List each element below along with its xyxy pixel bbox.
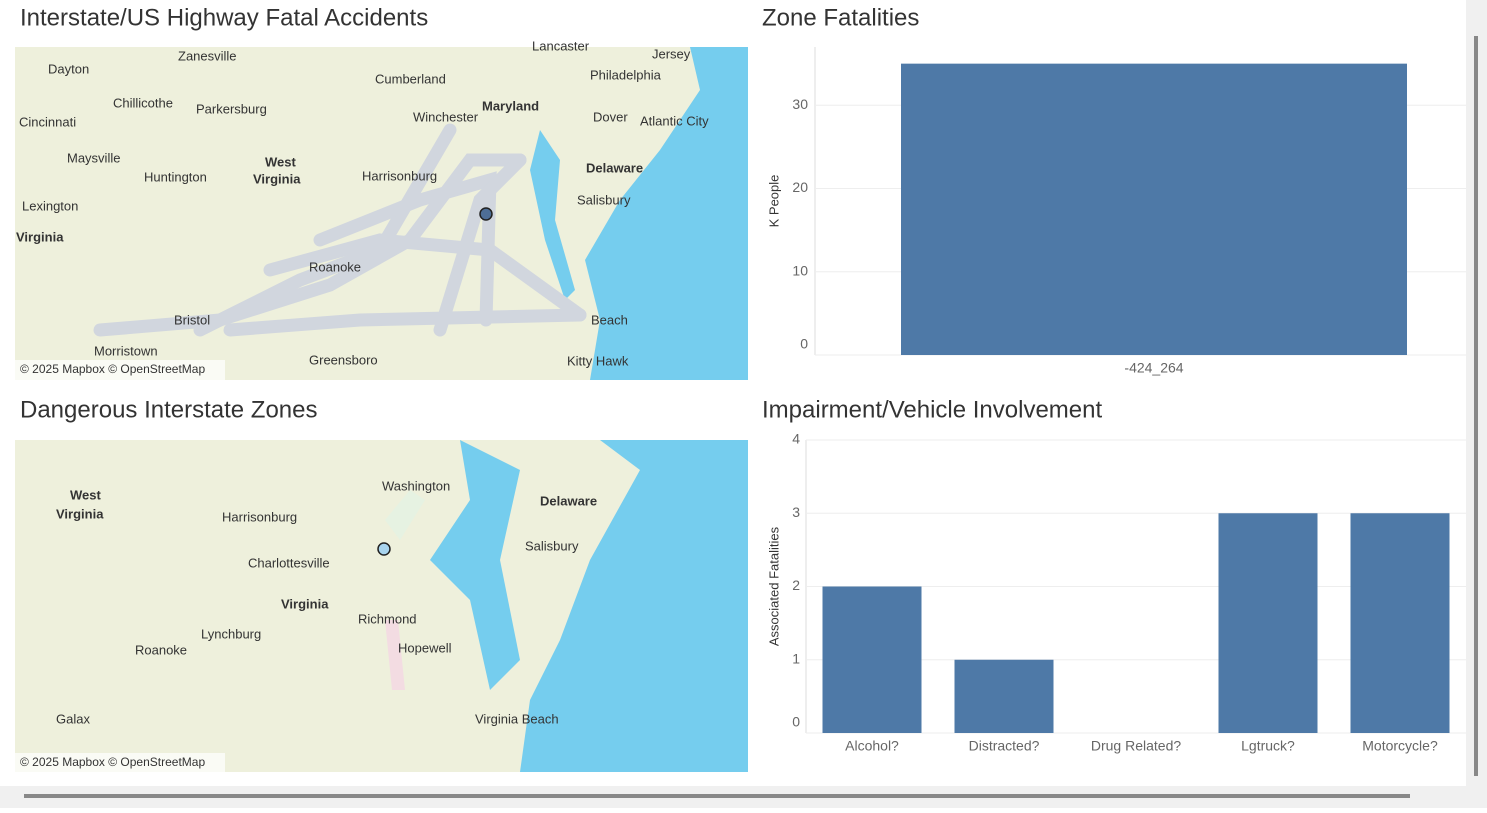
chart-title: Zone Fatalities	[762, 4, 919, 31]
place-label: Virginia	[56, 506, 104, 521]
attribution-bg	[15, 753, 225, 773]
ocean	[585, 47, 748, 380]
x-tick-label: Motorcycle?	[1362, 738, 1438, 754]
attribution: © 2025 Mapbox © OpenStreetMap	[20, 362, 205, 376]
bar	[822, 586, 922, 733]
place-label: Lexington	[22, 198, 78, 213]
place-label: Richmond	[358, 611, 417, 626]
bar	[954, 659, 1054, 733]
place-label: Washington	[382, 478, 450, 493]
ocean	[520, 440, 748, 772]
routes	[93, 123, 587, 337]
place-label: Virginia	[253, 171, 301, 186]
x-tick-label: Alcohol?	[845, 738, 899, 754]
place-label: Lancaster	[532, 38, 590, 53]
place-label: Delaware	[540, 493, 597, 508]
y-tick-label: 2	[792, 577, 800, 593]
place-label: Maysville	[67, 150, 120, 165]
place-label: Lynchburg	[201, 626, 261, 641]
y-tick-label: 3	[792, 504, 800, 520]
map-title: Interstate/US Highway Fatal Accidents	[20, 4, 428, 31]
map[interactable]	[15, 47, 748, 380]
attribution: © 2025 Mapbox © OpenStreetMap	[20, 755, 205, 769]
y-tick-label: 4	[792, 431, 800, 447]
x-tick-label: Distracted?	[969, 738, 1040, 754]
place-label: Zanesville	[178, 48, 237, 63]
place-label: Maryland	[482, 98, 539, 113]
place-label: Philadelphia	[590, 67, 662, 82]
y-tick-label: 10	[792, 262, 808, 278]
map[interactable]	[15, 440, 748, 772]
place-label: Galax	[56, 711, 90, 726]
place-label: Dover	[593, 109, 628, 124]
y-axis-label: Associated Fatalities	[766, 526, 781, 646]
place-label: Delaware	[586, 160, 643, 175]
place-label: Cumberland	[375, 71, 446, 86]
zone	[385, 490, 425, 540]
zone-marker[interactable]	[479, 207, 493, 221]
place-label: Parkersburg	[196, 101, 267, 116]
place-label: Morristown	[94, 343, 158, 358]
place-label: Huntington	[144, 169, 207, 184]
place-label: Harrisonburg	[362, 168, 437, 183]
place-label: Salisbury	[577, 192, 631, 207]
bar	[901, 63, 1407, 355]
place-label: Roanoke	[309, 259, 361, 274]
y-tick-label: 0	[792, 714, 800, 730]
y-tick-label: 30	[792, 96, 808, 112]
bay	[430, 440, 520, 690]
place-label: Atlantic City	[640, 113, 709, 128]
scroll-thumb[interactable]	[24, 794, 1410, 798]
place-label: Charlottesville	[248, 555, 330, 570]
scroll-thumb[interactable]	[1474, 36, 1478, 776]
place-label: Jersey	[652, 46, 691, 61]
x-tick-label: Drug Related?	[1091, 738, 1181, 754]
y-axis-label: K People	[766, 175, 781, 228]
y-tick-label: 20	[792, 179, 808, 195]
place-label: Kitty Hawk	[567, 353, 629, 368]
x-tick-label: -424_264	[1124, 360, 1183, 376]
place-label: Harrisonburg	[222, 509, 297, 524]
y-tick-label: 1	[792, 650, 800, 666]
place-label: West	[70, 487, 101, 502]
chart-title: Impairment/Vehicle Involvement	[762, 396, 1102, 423]
place-label: Salisbury	[525, 538, 579, 553]
bay	[530, 130, 575, 300]
bar	[1218, 513, 1318, 733]
place-label: Cincinnati	[19, 114, 76, 129]
zone-marker[interactable]	[377, 542, 391, 556]
place-label: Dayton	[48, 61, 89, 76]
place-label: Roanoke	[135, 642, 187, 657]
bar	[1350, 513, 1450, 733]
place-label: Hopewell	[398, 640, 452, 655]
place-label: Beach	[591, 312, 628, 327]
x-tick-label: Lgtruck?	[1241, 738, 1295, 754]
place-label: Bristol	[174, 312, 210, 327]
zone	[385, 620, 405, 690]
place-label: Greensboro	[309, 352, 378, 367]
place-label: Virginia Beach	[475, 711, 559, 726]
place-label: Winchester	[413, 109, 479, 124]
place-label: Chillicothe	[113, 95, 173, 110]
map-title: Dangerous Interstate Zones	[20, 396, 318, 423]
place-label: Virginia	[16, 229, 64, 244]
place-label: West	[265, 154, 296, 169]
attribution-bg	[15, 360, 225, 380]
y-tick-label: 0	[800, 336, 808, 352]
place-label: Virginia	[281, 596, 329, 611]
